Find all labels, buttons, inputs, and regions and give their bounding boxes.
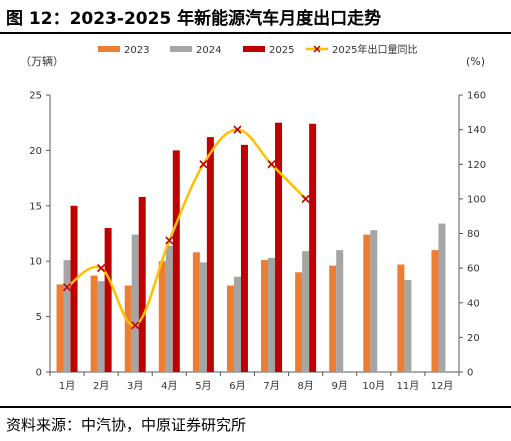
y-tick-label-left: 15 — [29, 201, 42, 212]
bar-2024 — [63, 260, 71, 372]
legend-swatch — [98, 46, 120, 52]
legend-label: 2024 — [196, 45, 221, 56]
ratio-marker — [165, 236, 174, 245]
bar-2023 — [295, 272, 303, 372]
bar-2024 — [199, 262, 207, 372]
ratio-marker — [301, 194, 310, 203]
bar-2025 — [275, 122, 283, 372]
footer-rule — [0, 406, 511, 408]
y-tick-label-right: 0 — [467, 368, 473, 379]
bar-2024 — [268, 257, 276, 372]
source-note: 资料来源：中汽协，中原证券研究所 — [6, 416, 247, 434]
bar-2025 — [240, 144, 248, 372]
bar-2024 — [97, 281, 105, 372]
x-tick-label: 6月 — [229, 380, 245, 392]
x-tick-label: 7月 — [263, 380, 279, 392]
x-tick-label: 3月 — [127, 380, 143, 392]
x-tick-label: 12月 — [431, 380, 454, 392]
bar-2024 — [302, 251, 310, 372]
x-tick-label: 10月 — [362, 380, 385, 392]
title-rule — [0, 32, 511, 34]
bar-2024 — [438, 223, 446, 372]
bar-2023 — [158, 261, 166, 372]
bar-2023 — [56, 284, 64, 372]
x-tick-label: 2月 — [93, 380, 109, 392]
bar-2025 — [172, 150, 180, 372]
bar-2024 — [370, 230, 378, 372]
x-tick-label: 1月 — [59, 380, 75, 392]
bar-2023 — [261, 260, 269, 372]
y-tick-label-left: 5 — [36, 312, 42, 323]
y-tick-label-right: 100 — [467, 194, 486, 205]
bar-2025 — [138, 196, 146, 372]
x-tick-label: 9月 — [332, 380, 348, 392]
bar-2023 — [192, 252, 200, 372]
y-tick-label-right: 140 — [467, 125, 486, 136]
legend-marker — [313, 45, 321, 53]
ratio-marker — [199, 160, 208, 169]
x-tick-label: 4月 — [161, 380, 177, 392]
bar-2023 — [329, 265, 337, 372]
legend-label: 2023 — [124, 45, 149, 56]
y-right-unit: (%) — [466, 55, 485, 68]
ratio-marker — [62, 283, 72, 292]
y-tick-label-left: 10 — [29, 257, 42, 268]
ratio-marker — [267, 160, 276, 169]
y-tick-label-left: 25 — [29, 91, 42, 102]
bar-2024 — [165, 245, 173, 372]
page-title: 图 12：2023-2025 年新能源汽车月度出口走势 — [6, 9, 382, 29]
bar-2023 — [363, 234, 371, 372]
bar-2025 — [70, 205, 78, 372]
ratio-line — [66, 128, 307, 327]
bar-2023 — [397, 264, 405, 372]
ratio-marker — [131, 321, 140, 330]
y-tick-label-right: 160 — [467, 91, 486, 102]
bar-2025 — [206, 137, 214, 372]
x-tick-label: 11月 — [397, 380, 420, 392]
bar-2025 — [309, 123, 317, 372]
y-tick-label-right: 80 — [467, 229, 480, 240]
bar-2024 — [233, 276, 241, 372]
ratio-marker — [97, 264, 106, 273]
bar-2023 — [90, 275, 98, 372]
bar-2024 — [404, 280, 412, 372]
bar-2024 — [336, 250, 344, 372]
y-tick-label-right: 60 — [467, 264, 480, 275]
legend-swatch — [170, 46, 192, 52]
bar-2025 — [104, 227, 112, 372]
x-tick-label: 8月 — [297, 380, 313, 392]
bar-2023 — [226, 285, 234, 372]
y-tick-label-left: 0 — [36, 368, 42, 379]
legend-label: 2025 — [269, 45, 294, 56]
bar-2023 — [124, 285, 132, 372]
x-tick-label: 5月 — [195, 380, 211, 392]
y-tick-label-right: 20 — [467, 333, 480, 344]
y-tick-label-right: 120 — [467, 160, 486, 171]
legend-swatch — [243, 46, 265, 52]
y-left-unit: （万辆） — [20, 54, 64, 68]
ratio-marker — [233, 125, 242, 134]
legend-label: 2025年出口量同比 — [332, 43, 417, 56]
y-tick-label-right: 40 — [467, 298, 480, 309]
bar-2024 — [131, 234, 139, 372]
bar-2023 — [431, 250, 439, 372]
y-tick-label-left: 20 — [29, 146, 42, 157]
